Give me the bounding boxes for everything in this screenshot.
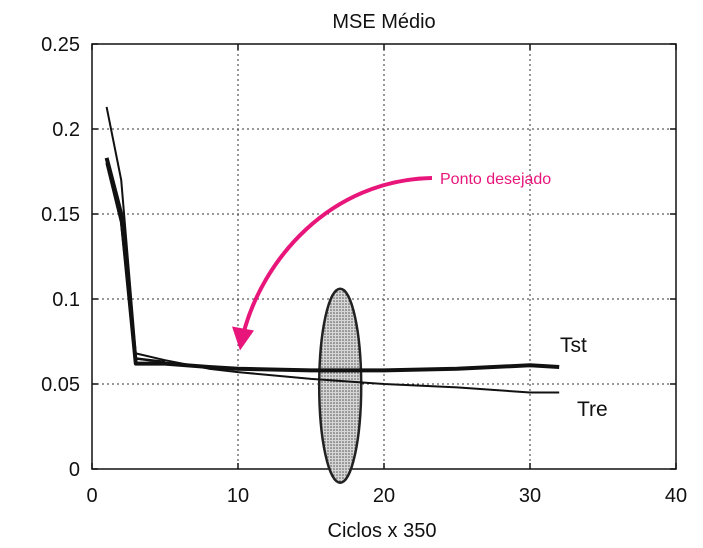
x-tick-label: 40: [665, 485, 687, 507]
x-tick-label: 30: [519, 485, 541, 507]
annotation-arrowhead: [232, 326, 254, 351]
series-line-extra: [105, 162, 166, 364]
annotation-text: Ponto desejado: [440, 171, 551, 188]
y-tick-label: 0.1: [52, 289, 80, 311]
x-tick-label: 0: [86, 485, 97, 507]
series-line-tre: [105, 106, 560, 394]
y-tick-label: 0.2: [52, 119, 80, 141]
x-tick-label: 10: [227, 485, 249, 507]
y-tick-label: 0: [69, 459, 80, 481]
axis-ticks: 0 10 20 30 40 0 0.05 0.1 0.15 0.2 0.25: [41, 34, 687, 507]
annotation-arrow: [241, 176, 433, 336]
y-tick-label: 0.25: [41, 34, 80, 56]
x-tick-label: 20: [373, 485, 395, 507]
x-axis-label: Ciclos x 350: [328, 520, 437, 542]
y-tick-label: 0.15: [41, 204, 80, 226]
highlight-ellipse-shape: [317, 287, 363, 484]
chart-title: MSE Médio: [332, 11, 435, 33]
series-label-tst: Tst: [560, 334, 587, 357]
highlight-ellipse: [317, 287, 363, 484]
annotation: Ponto desejado: [232, 171, 551, 351]
series-label-tre: Tre: [577, 398, 608, 421]
series-lines: [104, 106, 560, 394]
y-tick-label: 0.05: [41, 374, 80, 396]
